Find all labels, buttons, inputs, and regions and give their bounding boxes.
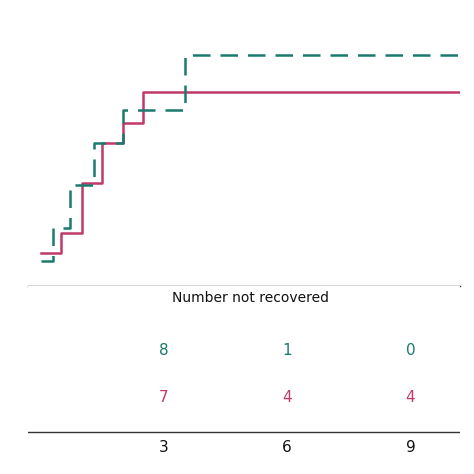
X-axis label: Months: Months	[214, 317, 274, 335]
Text: 8: 8	[159, 343, 169, 358]
Text: 3: 3	[159, 439, 169, 455]
Text: 7: 7	[159, 390, 169, 405]
Text: 4: 4	[406, 390, 415, 405]
Text: Number not recovered: Number not recovered	[172, 292, 329, 305]
Text: 1: 1	[283, 343, 292, 358]
Text: 0: 0	[406, 343, 415, 358]
Text: 9: 9	[406, 439, 415, 455]
Text: 4: 4	[283, 390, 292, 405]
Text: 6: 6	[283, 439, 292, 455]
